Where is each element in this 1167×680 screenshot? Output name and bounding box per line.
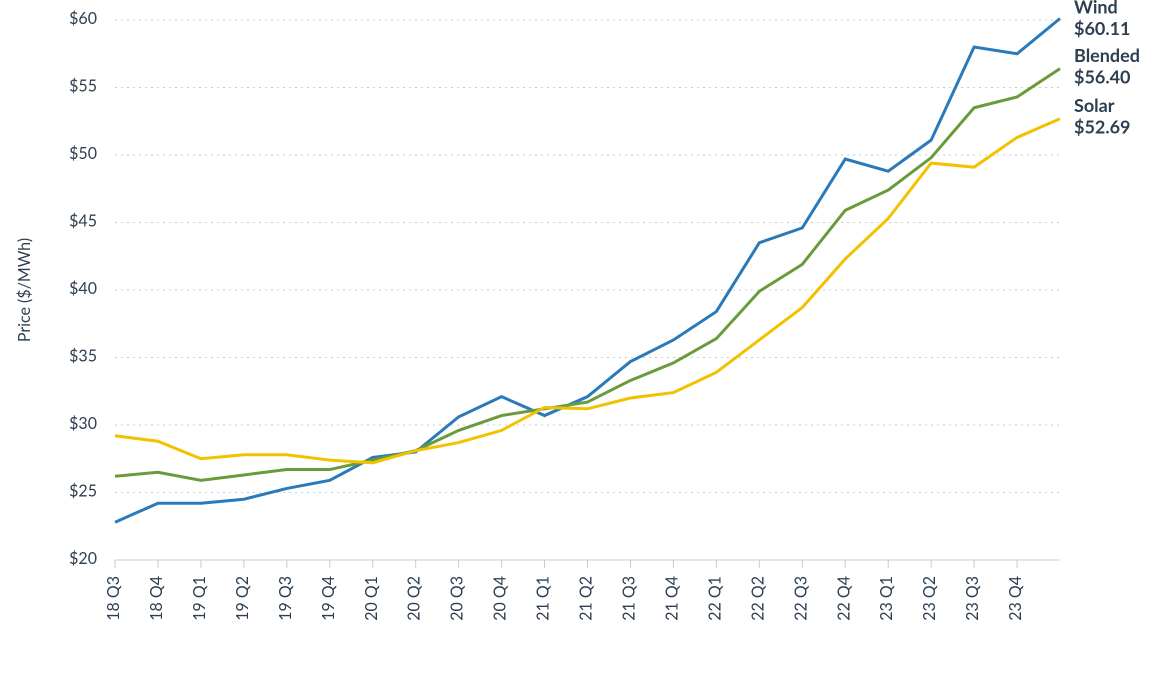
y-tick-label: $55: [69, 77, 97, 96]
y-tick-label: $60: [69, 9, 97, 28]
x-tick-label: 18 Q4: [147, 576, 166, 621]
x-tick-label: 20 Q2: [405, 576, 424, 621]
x-tick-label: 21 Q4: [662, 576, 681, 621]
x-tick-label: 20 Q3: [448, 576, 467, 621]
x-tick-label: 19 Q3: [276, 576, 295, 621]
x-tick-label: 20 Q4: [491, 576, 510, 621]
y-tick-label: $50: [69, 144, 97, 163]
end-label-solar-value: $52.69: [1074, 115, 1130, 137]
x-tick-label: 19 Q4: [319, 576, 338, 621]
y-tick-label: $40: [69, 279, 97, 298]
end-label-wind-name: Wind: [1074, 0, 1118, 17]
x-tick-label: 21 Q2: [577, 576, 596, 621]
price-line-chart: $20 $25 $30 $35 $40 $45 $50 $55 $60 Price ($/MWh)…: [0, 0, 1167, 680]
x-tick-label: 22 Q3: [791, 576, 810, 621]
x-tick-label: 21 Q1: [534, 576, 553, 621]
y-tick-label: $35: [69, 347, 97, 366]
x-tick-label: 23 Q2: [920, 576, 939, 621]
x-tick-label: 19 Q1: [190, 576, 209, 621]
y-tick-label: $30: [69, 414, 97, 433]
end-label-blended-name: Blended: [1074, 44, 1140, 66]
x-tick-label: 23 Q4: [1006, 576, 1025, 621]
x-tick-label: 21 Q3: [620, 576, 639, 621]
x-tick-label: 20 Q1: [362, 576, 381, 621]
x-tick-label: 18 Q3: [104, 576, 123, 621]
chart-svg: $20 $25 $30 $35 $40 $45 $50 $55 $60 Price ($/MWh)…: [0, 0, 1167, 680]
x-tick-label: 23 Q1: [877, 576, 896, 621]
x-tick-label: 23 Q3: [963, 576, 982, 621]
x-tick-label: 19 Q2: [233, 576, 252, 621]
x-tick-label: 22 Q1: [705, 576, 724, 621]
y-axis-title: Price ($/MWh): [15, 238, 34, 342]
x-tick-label: 22 Q4: [834, 576, 853, 621]
y-tick-label: $25: [69, 482, 97, 501]
y-tick-label: $20: [69, 549, 97, 568]
x-tick-label: 22 Q2: [748, 576, 767, 621]
end-label-blended-value: $56.40: [1074, 65, 1130, 87]
y-tick-label: $45: [69, 212, 97, 231]
end-label-wind-value: $60.11: [1074, 17, 1130, 39]
end-label-solar-name: Solar: [1074, 94, 1115, 116]
